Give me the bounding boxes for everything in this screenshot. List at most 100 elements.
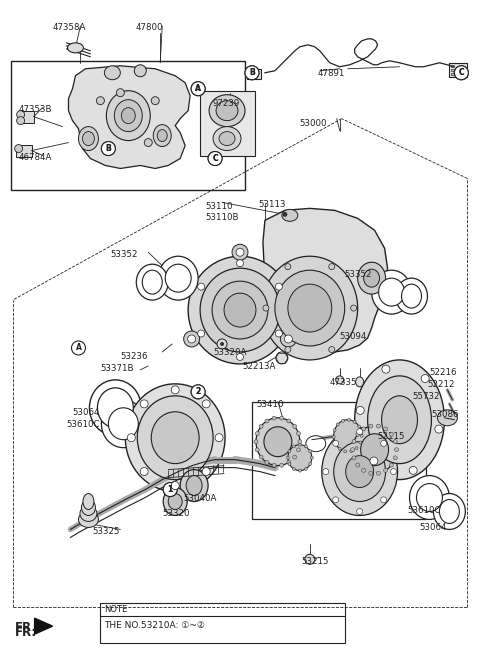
Ellipse shape <box>358 262 385 294</box>
Circle shape <box>391 468 396 474</box>
Polygon shape <box>69 66 190 168</box>
Circle shape <box>272 463 276 467</box>
Ellipse shape <box>276 352 288 364</box>
Circle shape <box>208 151 222 165</box>
Text: B: B <box>249 68 255 77</box>
Circle shape <box>237 260 243 267</box>
Ellipse shape <box>409 476 449 519</box>
Ellipse shape <box>336 376 344 384</box>
Circle shape <box>285 346 291 352</box>
Text: 53064: 53064 <box>420 523 447 533</box>
Circle shape <box>358 425 360 428</box>
Circle shape <box>333 497 339 502</box>
Ellipse shape <box>101 400 145 448</box>
Bar <box>449 63 468 77</box>
Circle shape <box>265 460 269 464</box>
Bar <box>16 145 32 157</box>
Circle shape <box>287 460 291 464</box>
Ellipse shape <box>83 494 94 509</box>
Circle shape <box>361 427 366 431</box>
Circle shape <box>350 450 353 453</box>
Text: 53236: 53236 <box>120 352 148 361</box>
Circle shape <box>355 446 358 450</box>
Circle shape <box>285 263 291 269</box>
Ellipse shape <box>364 269 380 287</box>
Circle shape <box>220 342 224 346</box>
Ellipse shape <box>396 278 428 314</box>
Ellipse shape <box>437 410 457 425</box>
Circle shape <box>127 433 135 442</box>
Circle shape <box>384 468 387 472</box>
Circle shape <box>297 448 300 452</box>
Circle shape <box>395 448 398 452</box>
Ellipse shape <box>157 129 167 141</box>
Circle shape <box>389 463 394 467</box>
Ellipse shape <box>134 65 146 77</box>
Ellipse shape <box>163 488 187 515</box>
Polygon shape <box>263 208 387 352</box>
Ellipse shape <box>360 433 389 466</box>
Circle shape <box>282 212 288 217</box>
Ellipse shape <box>368 376 432 464</box>
Text: 53352: 53352 <box>110 251 138 259</box>
Ellipse shape <box>96 96 104 105</box>
Circle shape <box>293 455 297 459</box>
Circle shape <box>309 462 312 466</box>
Circle shape <box>351 305 357 311</box>
Text: B: B <box>106 144 111 153</box>
Circle shape <box>389 432 394 436</box>
Circle shape <box>304 445 307 448</box>
Text: 53113: 53113 <box>258 200 286 210</box>
Circle shape <box>352 456 356 460</box>
Ellipse shape <box>232 245 248 260</box>
Text: FR.: FR. <box>15 621 36 634</box>
Ellipse shape <box>186 476 202 496</box>
Circle shape <box>336 423 339 426</box>
Ellipse shape <box>334 419 361 452</box>
Circle shape <box>353 420 356 423</box>
Text: 52216: 52216 <box>430 368 457 377</box>
Circle shape <box>381 440 386 446</box>
Text: 52212: 52212 <box>428 380 455 389</box>
Text: FR.: FR. <box>15 626 36 639</box>
Circle shape <box>276 330 282 337</box>
Ellipse shape <box>68 43 84 53</box>
Ellipse shape <box>209 94 245 127</box>
Circle shape <box>288 450 291 453</box>
Bar <box>247 69 261 79</box>
Ellipse shape <box>184 331 200 347</box>
Circle shape <box>191 385 205 399</box>
Circle shape <box>191 82 205 96</box>
Bar <box>252 402 426 519</box>
Circle shape <box>191 385 205 399</box>
Circle shape <box>297 431 300 436</box>
Ellipse shape <box>288 284 332 332</box>
Circle shape <box>276 283 282 290</box>
Circle shape <box>382 365 390 373</box>
Ellipse shape <box>355 360 444 480</box>
Bar <box>100 603 345 643</box>
Ellipse shape <box>264 427 292 457</box>
Ellipse shape <box>356 377 364 387</box>
Circle shape <box>188 335 196 343</box>
Text: 53110: 53110 <box>205 202 233 211</box>
Text: 2: 2 <box>195 387 201 397</box>
Circle shape <box>356 463 360 467</box>
Ellipse shape <box>107 90 150 141</box>
Circle shape <box>215 433 223 442</box>
Circle shape <box>341 419 345 422</box>
Circle shape <box>310 456 313 459</box>
Ellipse shape <box>322 427 397 515</box>
Ellipse shape <box>282 209 298 221</box>
Text: 97239: 97239 <box>212 98 240 108</box>
Ellipse shape <box>97 388 133 427</box>
Text: 53320A: 53320A <box>213 348 246 357</box>
Circle shape <box>334 442 337 445</box>
Text: 53000: 53000 <box>300 119 327 127</box>
Circle shape <box>352 440 356 444</box>
Circle shape <box>329 263 335 269</box>
Ellipse shape <box>353 425 396 474</box>
Circle shape <box>455 66 468 80</box>
Ellipse shape <box>116 88 124 96</box>
Ellipse shape <box>224 293 256 327</box>
